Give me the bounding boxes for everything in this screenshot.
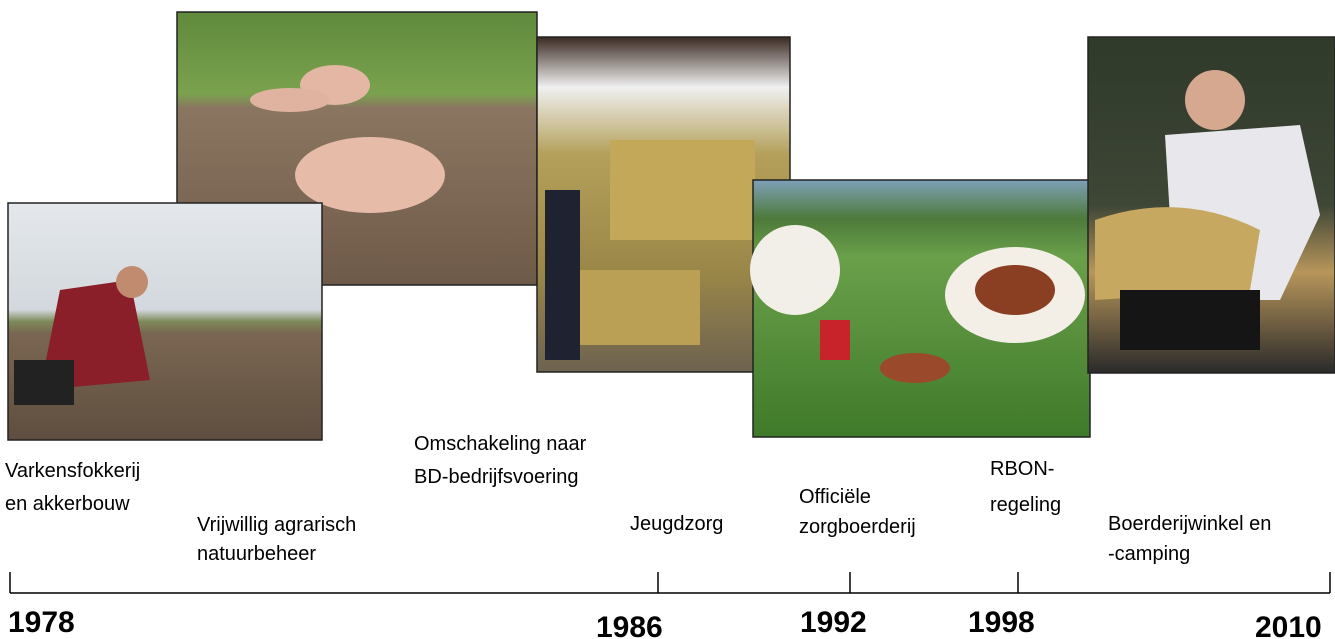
- photo-hay: [537, 37, 790, 372]
- event-label: -camping: [1108, 543, 1190, 565]
- event-label: en akkerbouw: [5, 493, 130, 515]
- timeline-diagram: Varkensfokkerij en akkerbouw Vrijwillig …: [0, 0, 1335, 639]
- event-label: natuurbeheer: [197, 543, 316, 565]
- timeline-ticks: [10, 572, 1330, 593]
- event-label: Boerderijwinkel en: [1108, 513, 1271, 535]
- event-label: Vrijwillig agrarisch: [197, 514, 356, 536]
- photo-woman: [1088, 37, 1335, 373]
- photo-cows: [750, 180, 1090, 437]
- year-label: 1978: [8, 606, 75, 639]
- event-label: RBON-: [990, 458, 1054, 480]
- photo-field: [8, 203, 322, 440]
- year-label: 1998: [968, 606, 1035, 639]
- event-label: BD-bedrijfsvoering: [414, 466, 579, 488]
- event-label: Varkensfokkerij: [5, 460, 140, 482]
- event-label: Omschakeling naar: [414, 433, 587, 455]
- event-label: Officiële: [799, 486, 871, 508]
- year-label: 2010: [1255, 611, 1322, 639]
- event-label: regeling: [990, 494, 1061, 516]
- year-label: 1992: [800, 606, 867, 639]
- event-label: zorgboerderij: [799, 516, 916, 538]
- event-label: Jeugdzorg: [630, 513, 723, 535]
- year-label: 1986: [596, 611, 663, 639]
